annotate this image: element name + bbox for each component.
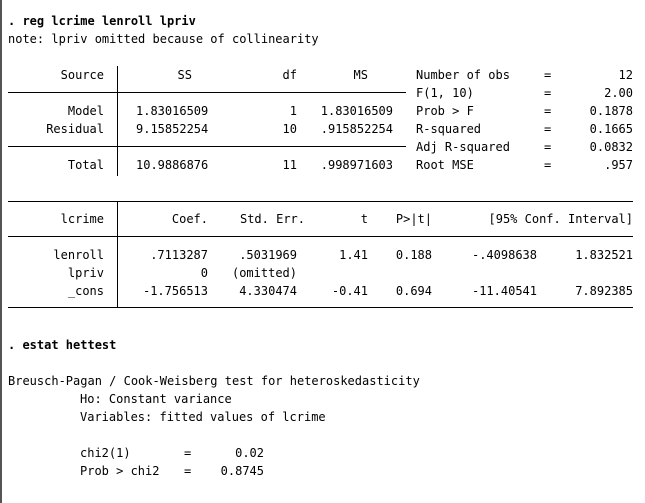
coef-row-p	[372, 264, 432, 282]
prob-chi2-equals: =	[184, 464, 192, 478]
prob-chi2-value: 0.8745	[220, 464, 264, 478]
anova-total-ms: .998971603	[320, 158, 393, 172]
coef-row-t: 1.41	[339, 248, 368, 262]
hettest-command: . estat hettest	[8, 338, 117, 352]
coef-row-ci-high	[547, 264, 633, 282]
anova-row-df: 10	[282, 122, 297, 136]
anova-row-df: 1	[289, 104, 297, 118]
anova-total-df: 11	[282, 158, 297, 172]
hettest-null-hypothesis: Ho: Constant variance	[80, 392, 232, 406]
stat-value-f: 2.00	[604, 86, 633, 100]
coef-row-ci-low	[442, 264, 537, 282]
coef-row-std-err: .5031969	[239, 248, 297, 262]
anova-header-ss: SS	[177, 68, 192, 82]
coef-top-rule	[8, 201, 633, 202]
coef-row-ci-high: 7.892385	[575, 284, 633, 298]
coef-row-coef: 0	[200, 266, 208, 280]
anova-header-df: df	[282, 68, 297, 82]
coef-row-ci-high: 1.832521	[575, 248, 633, 262]
stat-value-prob-f: 0.1878	[589, 104, 633, 118]
stat-equals: =	[544, 68, 552, 82]
coef-header-rule	[8, 236, 633, 237]
stat-label-root-mse: Root MSE	[416, 158, 474, 172]
hettest-variables: Variables: fitted values of lcrime	[80, 410, 326, 424]
stat-equals: =	[544, 122, 552, 136]
coef-row-ci-low: -.4098638	[471, 248, 537, 262]
coef-column-divider	[117, 202, 118, 307]
coef-row-coef: -1.756513	[142, 284, 208, 298]
coef-row-p: 0.188	[395, 248, 432, 262]
coef-row-t: -0.41	[331, 284, 368, 298]
collinearity-note: note: lpriv omitted because of collinear…	[8, 32, 319, 46]
stat-value-r-squared: 0.1665	[589, 122, 633, 136]
stat-label-prob-f: Prob > F	[416, 104, 474, 118]
stat-equals: =	[544, 158, 552, 172]
stat-label-adj-r-squared: Adj R-squared	[416, 140, 510, 154]
coef-header-ci: [95% Conf. Interval]	[488, 212, 634, 226]
coef-row-var: lpriv	[67, 266, 104, 280]
stat-label-f: F(1, 10)	[416, 86, 474, 100]
coef-row-ci-low: -11.40541	[471, 284, 537, 298]
anova-total-source: Total	[67, 158, 104, 172]
coef-row-std-err: 4.330474	[239, 284, 297, 298]
anova-total-ss: 10.9886876	[136, 158, 209, 172]
prob-chi2-label: Prob > chi2	[80, 464, 160, 478]
anova-row-source: Model	[67, 104, 104, 118]
anova-row-ss: 1.83016509	[136, 104, 209, 118]
coef-row-std-err: (omitted)	[231, 266, 297, 280]
coef-bottom-rule	[8, 307, 633, 308]
coef-row-coef: .7113287	[150, 248, 208, 262]
stat-equals: =	[544, 140, 552, 154]
coef-header-std-err: Std. Err.	[239, 212, 305, 226]
stat-equals: =	[544, 86, 552, 100]
stat-equals: =	[544, 104, 552, 118]
chi2-value: 0.02	[235, 446, 264, 460]
coef-row-p: 0.694	[395, 284, 432, 298]
stat-label-r-squared: R-squared	[416, 122, 482, 136]
stat-value-root-mse: .957	[604, 158, 633, 172]
anova-row-ms: 1.83016509	[320, 104, 393, 118]
anova-total-rule	[8, 146, 406, 147]
anova-header-source: Source	[60, 68, 104, 82]
anova-column-divider	[117, 66, 118, 176]
coef-row-var: _cons	[67, 284, 104, 298]
coef-header-coef: Coef.	[171, 212, 208, 226]
stat-value-number-of-obs: 12	[618, 68, 633, 82]
stat-label-number-of-obs: Number of obs	[416, 68, 510, 82]
coef-row-t	[312, 264, 368, 282]
coef-header-t: t	[360, 212, 368, 226]
anova-row-ss: 9.15852254	[136, 122, 209, 136]
reg-command: . reg lcrime lenroll lpriv	[8, 14, 196, 28]
hettest-title: Breusch-Pagan / Cook-Weisberg test for h…	[8, 374, 420, 388]
stat-value-adj-r-squared: 0.0832	[589, 140, 633, 154]
coef-header-depvar: lcrime	[60, 212, 104, 226]
anova-header-ms: MS	[353, 68, 368, 82]
anova-row-source: Residual	[46, 122, 104, 136]
chi2-equals: =	[184, 446, 192, 460]
coef-row-var: lenroll	[53, 248, 104, 262]
anova-row-ms: .915852254	[320, 122, 393, 136]
chi2-label: chi2(1)	[80, 446, 131, 460]
coef-header-p: P>|t|	[395, 212, 432, 226]
anova-header-rule	[8, 92, 406, 93]
